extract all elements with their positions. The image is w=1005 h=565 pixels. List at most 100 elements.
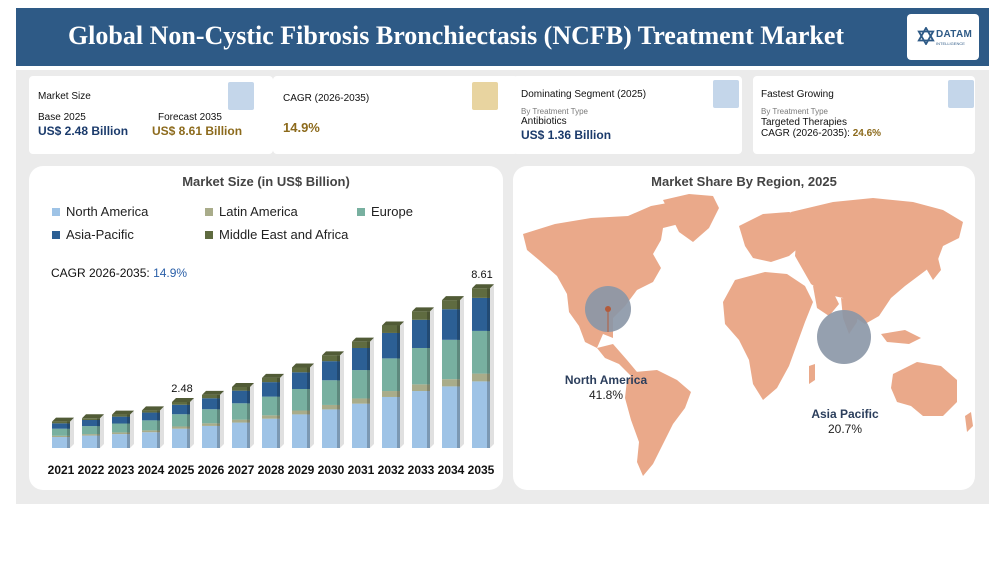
bar-segment-side (367, 398, 370, 404)
bar-segment-asia-pacific-2026 (202, 398, 220, 410)
bar-2031 (352, 337, 374, 448)
bar-segment-side (247, 422, 250, 448)
bar-cap (382, 321, 404, 326)
bar-segment-middle-east-and-africa-2034 (442, 300, 460, 310)
legend-swatch (357, 207, 365, 216)
fastest-cagr-value: 24.6% (852, 128, 882, 139)
bar-segment-europe-2032 (382, 358, 400, 392)
legend-label: Middle East and Africa (219, 227, 349, 242)
bar-segment-latin-america-2024 (142, 430, 160, 433)
bar-segment-asia-pacific-2034 (442, 309, 460, 340)
bar-2030 (322, 351, 344, 448)
bar-segment-side (367, 370, 370, 399)
bar-depth (250, 382, 254, 448)
bar-segment-side (487, 330, 490, 374)
dominating-icon (713, 80, 739, 108)
bar-segment-asia-pacific-2031 (352, 347, 370, 371)
bar-segment-europe-2029 (292, 388, 310, 411)
bar-segment-side (247, 390, 250, 404)
bar-segment-side (67, 437, 70, 448)
legend-item-north-america: North America (52, 204, 148, 219)
bar-segment-side (67, 421, 70, 424)
bar-segment-side (397, 396, 400, 448)
bar-segment-side (307, 410, 310, 415)
map-title: Market Share By Region, 2025 (651, 174, 837, 189)
bar-segment-side (67, 423, 70, 429)
bar-2023 (112, 410, 134, 448)
bar-segment-middle-east-and-africa-2023 (112, 414, 130, 417)
bar-segment-north-america-2021 (52, 437, 70, 448)
company-logo[interactable]: DATAM INTELLIGENCE (907, 14, 979, 60)
bar-segment-side (307, 372, 310, 389)
bar-segment-latin-america-2030 (322, 404, 340, 410)
bar-depth (100, 414, 104, 448)
bar-segment-middle-east-and-africa-2029 (292, 367, 310, 373)
legend-swatch (52, 207, 60, 216)
bar-segment-side (427, 347, 430, 385)
bar-depth (430, 307, 434, 448)
base-value: US$ 2.48 Billion (38, 124, 129, 138)
bar-segment-side (397, 325, 400, 333)
header-banner: Global Non-Cystic Fibrosis Bronchiectasi… (16, 8, 989, 66)
bar-segment-side (277, 396, 280, 416)
fastest-label: Fastest Growing (761, 89, 834, 100)
fastest-cagr: CAGR (2026-2035): 24.6% (761, 128, 881, 139)
bar-2035 (472, 284, 494, 448)
market-size-card: Market Size Base 2025 Forecast 2035 US$ … (29, 76, 273, 154)
bar-segment-middle-east-and-africa-2022 (82, 418, 100, 420)
bar-segment-europe-2030 (322, 380, 340, 405)
bar-depth (160, 406, 164, 448)
content-panel: Market Size Base 2025 Forecast 2035 US$ … (16, 70, 989, 504)
x-tick-label: 2030 (318, 463, 345, 477)
region-bubbles (585, 286, 871, 364)
bar-depth (220, 390, 224, 448)
dominating-value: US$ 1.36 Billion (521, 128, 612, 142)
bar-segment-middle-east-and-africa-2026 (202, 394, 220, 399)
bar-segment-middle-east-and-africa-2031 (352, 341, 370, 348)
bar-segment-side (187, 426, 190, 429)
forecast-year-label: Forecast 2035 (158, 112, 222, 123)
bar-segment-side (397, 391, 400, 397)
bar-segment-side (337, 404, 340, 410)
bar-segment-asia-pacific-2027 (232, 390, 250, 404)
bar-segment-europe-2026 (202, 409, 220, 424)
chart-cagr-pct: 14.9% (153, 266, 188, 280)
bar-segment-side (157, 412, 160, 421)
bar-segment-side (217, 394, 220, 399)
bar-segment-latin-america-2026 (202, 423, 220, 426)
bar-segment-side (127, 414, 130, 417)
bar-segment-latin-america-2033 (412, 384, 430, 392)
bar-segment-north-america-2030 (322, 409, 340, 448)
bar-cap (82, 414, 104, 419)
bar-cap (142, 406, 164, 411)
legend-label: North America (66, 204, 149, 219)
x-tick-label: 2025 (168, 463, 195, 477)
bar-segment-side (97, 435, 100, 448)
bar-2028 (262, 373, 284, 448)
bar-segment-side (247, 386, 250, 391)
stacked-bar-chart: 2021 2022 2023 2024 2025 2.48 2026 2027 2028 2029… (48, 269, 495, 477)
bar-segment-latin-america-2034 (442, 379, 460, 387)
bar-segment-side (277, 415, 280, 419)
legend-item-mea: Middle East and Africa (205, 227, 348, 242)
bar-segment-side (427, 384, 430, 392)
bar-segment-side (367, 341, 370, 348)
bar-segment-latin-america-2022 (82, 434, 100, 436)
bar-segment-asia-pacific-2025 (172, 404, 190, 415)
bar-segment-side (427, 391, 430, 448)
bar-segment-middle-east-and-africa-2035 (472, 288, 490, 298)
bar-segment-europe-2028 (262, 396, 280, 416)
page-title: Global Non-Cystic Fibrosis Bronchiectasi… (67, 21, 845, 50)
bar-segment-side (337, 355, 340, 362)
bar-depth (130, 410, 134, 448)
bar-segment-side (97, 419, 100, 427)
bar-cap (172, 397, 194, 402)
bar-2025 (172, 397, 194, 448)
bar-segment-side (487, 297, 490, 331)
fastest-segment-name: Targeted Therapies (761, 117, 847, 128)
bar-segment-europe-2035 (472, 330, 490, 374)
x-tick-label: 2026 (198, 463, 225, 477)
x-tick-label: 2034 (438, 463, 465, 477)
bar-2032 (382, 321, 404, 448)
bar-segment-latin-america-2027 (232, 419, 250, 423)
